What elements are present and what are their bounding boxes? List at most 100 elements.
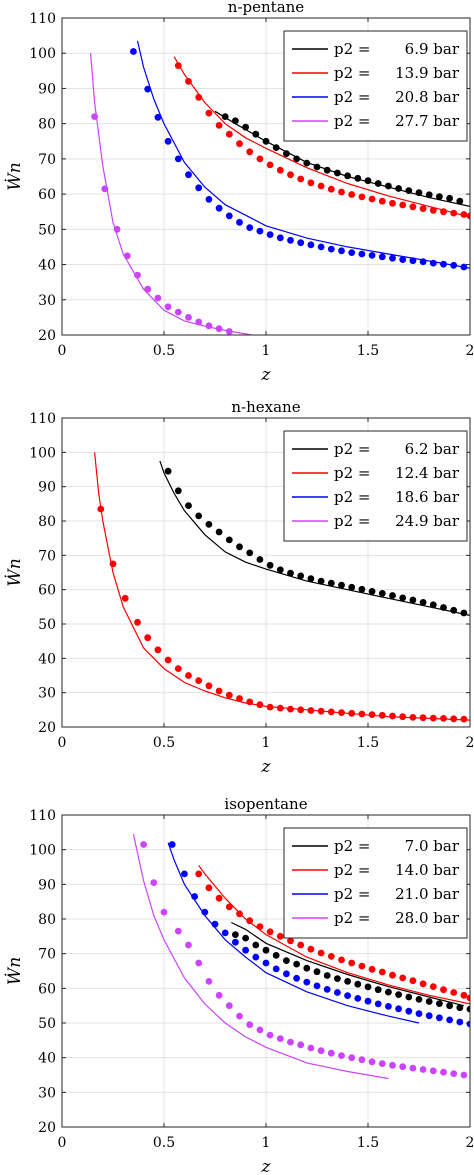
data-point (225, 1002, 233, 1010)
y-tick-label: 80 (38, 514, 56, 530)
data-point (364, 177, 372, 185)
data-point (205, 521, 213, 528)
data-point (272, 144, 280, 152)
data-point (215, 122, 223, 129)
legend-label: p2 = (334, 64, 370, 82)
data-point (195, 870, 203, 878)
data-point (409, 203, 417, 211)
data-point (283, 957, 290, 964)
data-point (456, 197, 464, 205)
series-line-4 (132, 833, 389, 1080)
data-point (185, 314, 192, 321)
y-tick-label: 30 (38, 686, 56, 702)
data-point (293, 960, 300, 968)
data-point (256, 701, 264, 709)
data-point (236, 910, 243, 918)
data-point (419, 258, 427, 266)
x-tick-label: 1 (262, 1135, 271, 1151)
data-point (303, 978, 311, 986)
data-point (313, 982, 321, 990)
data-point (276, 234, 284, 242)
series-line-1 (159, 460, 470, 616)
series-line-1 (231, 921, 465, 1007)
y-tick-label: 20 (38, 1120, 56, 1136)
data-point (399, 1063, 407, 1071)
data-point (307, 179, 315, 187)
data-point (287, 1038, 294, 1046)
data-point (344, 172, 351, 180)
data-point (440, 986, 447, 994)
data-point (334, 989, 341, 996)
data-point (266, 928, 274, 936)
data-point (205, 109, 213, 117)
y-tick-label: 40 (38, 258, 56, 274)
data-point (446, 194, 453, 202)
data-point (252, 130, 260, 138)
data-point (419, 599, 427, 606)
data-point (164, 137, 172, 145)
y-axis-label: Ẇn (4, 162, 25, 190)
data-point (348, 249, 356, 256)
data-point (195, 677, 203, 684)
data-point (215, 894, 223, 902)
x-tick-label: 1.5 (357, 343, 379, 359)
data-point (334, 975, 341, 982)
y-tick-label: 90 (38, 81, 56, 97)
data-point (395, 991, 402, 998)
data-point (174, 665, 182, 672)
legend-value: 21.0 bar (395, 885, 460, 903)
data-point (450, 261, 458, 269)
data-point (256, 556, 264, 563)
data-point (195, 318, 203, 326)
legend-label: p2 = (334, 837, 370, 855)
data-point (211, 920, 219, 928)
y-tick-label: 50 (38, 1016, 56, 1032)
y-tick-label: 60 (38, 583, 56, 599)
data-point (317, 577, 325, 585)
data-point (409, 977, 417, 985)
data-point (425, 191, 433, 199)
series-line-2 (198, 864, 470, 1005)
data-point (266, 161, 274, 169)
data-point (405, 187, 413, 195)
data-point (456, 1018, 464, 1026)
data-point (242, 946, 250, 954)
x-tick-label: 1.5 (357, 1135, 379, 1151)
y-tick-label: 100 (29, 445, 56, 461)
y-tick-label: 110 (29, 11, 56, 27)
y-tick-label: 80 (38, 912, 56, 928)
data-point (215, 687, 223, 695)
data-point (450, 715, 458, 723)
data-point (144, 285, 152, 293)
data-point (323, 972, 331, 979)
data-point (368, 588, 376, 595)
data-point (368, 195, 376, 203)
data-point (307, 945, 315, 953)
data-point (317, 243, 325, 251)
data-point (262, 959, 270, 967)
y-tick-label: 20 (38, 328, 56, 344)
data-point (385, 988, 392, 996)
data-point (195, 184, 203, 192)
data-point (181, 870, 188, 878)
x-axis-label: z (261, 1157, 272, 1175)
data-point (446, 1016, 453, 1024)
data-point (436, 1000, 443, 1007)
data-point (354, 995, 362, 1002)
series-layer (90, 40, 470, 335)
data-point (303, 159, 311, 167)
series-layer (94, 452, 470, 723)
data-point (185, 171, 192, 179)
data-point (174, 927, 182, 935)
data-point (134, 271, 141, 279)
data-point (232, 938, 239, 946)
data-point (164, 467, 172, 475)
chart-panel-2: 0 0.5 1 1.5 2 20 30 40 50 60 70 80 90 100 110 n-hexane z… (4, 398, 474, 777)
data-point (327, 1049, 335, 1057)
y-tick-label: 30 (38, 1085, 56, 1101)
data-point (429, 983, 437, 990)
x-tick-label: 2 (466, 343, 474, 359)
legend-label: p2 = (334, 464, 370, 482)
data-point (215, 204, 223, 212)
y-tick-label: 70 (38, 152, 56, 168)
